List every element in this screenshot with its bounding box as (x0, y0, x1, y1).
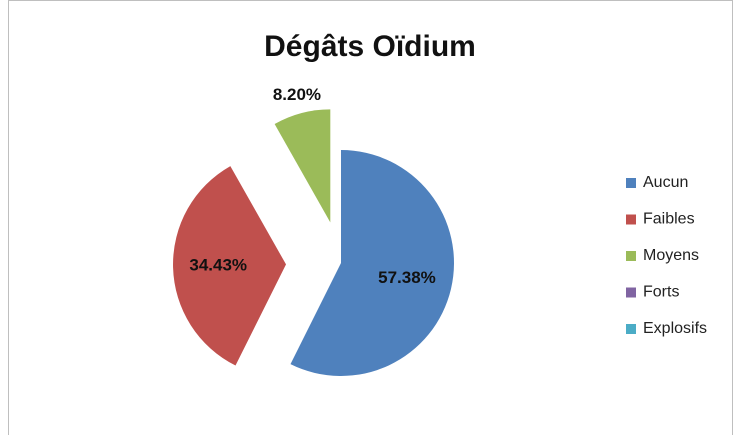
legend-swatch (626, 214, 636, 225)
chart-title: Dégâts Oïdium (264, 30, 476, 63)
pie-slice (290, 150, 454, 376)
pie-slice (274, 109, 331, 223)
legend-label: Explosifs (643, 320, 707, 337)
legend-label: Forts (643, 284, 679, 301)
data-label: 34.43% (189, 256, 247, 275)
data-label: 57.38% (378, 268, 436, 287)
legend-swatch (626, 251, 636, 261)
legend-label: Faibles (643, 211, 695, 228)
legend-label: Aucun (643, 174, 688, 191)
legend-swatch (626, 324, 636, 334)
legend-label: Moyens (643, 247, 699, 264)
data-label: 8.20% (273, 85, 321, 104)
pie-slice (173, 166, 287, 366)
legend-swatch (626, 178, 636, 188)
legend-swatch (626, 287, 636, 298)
